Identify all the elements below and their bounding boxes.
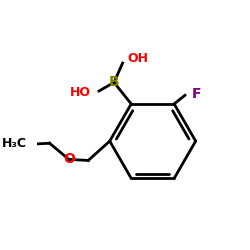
Text: HO: HO	[70, 86, 90, 98]
Text: B: B	[109, 76, 119, 90]
Text: F: F	[191, 87, 201, 101]
Text: H₃C: H₃C	[2, 137, 27, 150]
Text: O: O	[63, 152, 75, 166]
Text: OH: OH	[127, 52, 148, 65]
